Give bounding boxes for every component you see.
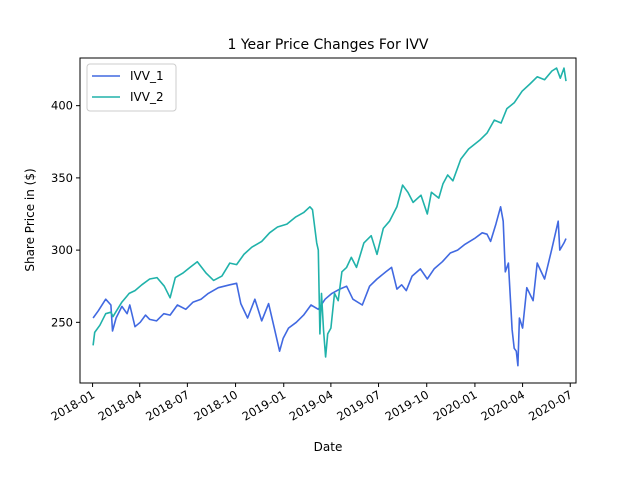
legend: IVV_1 IVV_2 bbox=[86, 63, 177, 112]
legend-label: IVV_1 bbox=[130, 69, 164, 83]
x-axis-label: Date bbox=[314, 440, 343, 454]
y-tick-label: 250 bbox=[51, 315, 73, 329]
legend-label: IVV_2 bbox=[130, 90, 164, 104]
y-tick-label: 350 bbox=[51, 171, 73, 185]
plot-frame bbox=[79, 57, 577, 384]
series-line-ivv-1 bbox=[92, 206, 567, 367]
y-axis: 250 300 350 400 bbox=[51, 99, 80, 329]
plot-area bbox=[92, 67, 567, 367]
series-line-ivv-2 bbox=[92, 67, 567, 358]
chart-title: 1 Year Price Changes For IVV bbox=[227, 37, 428, 53]
y-tick-label: 400 bbox=[51, 99, 73, 113]
y-tick-label: 300 bbox=[51, 243, 73, 257]
y-axis-label: Share Price in ($) bbox=[23, 168, 37, 271]
